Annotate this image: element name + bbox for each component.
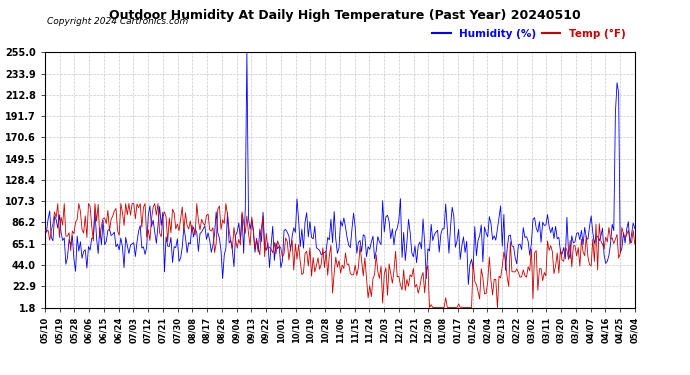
Legend: Humidity (%), Temp (°F): Humidity (%), Temp (°F)	[428, 24, 629, 43]
Text: Copyright 2024 Cartronics.com: Copyright 2024 Cartronics.com	[47, 17, 188, 26]
Text: Outdoor Humidity At Daily High Temperature (Past Year) 20240510: Outdoor Humidity At Daily High Temperatu…	[109, 9, 581, 22]
